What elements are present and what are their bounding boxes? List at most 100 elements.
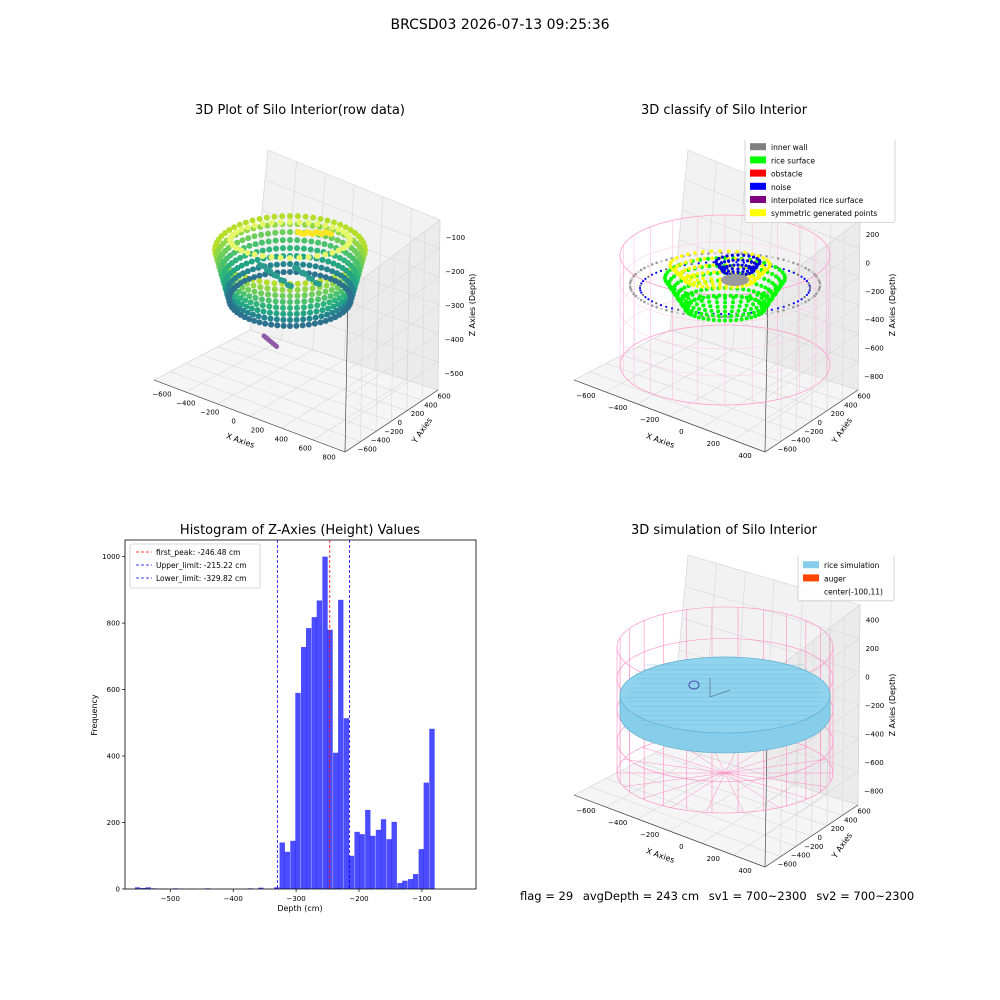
inner-wall-point	[639, 298, 643, 302]
symmetric-point	[711, 283, 715, 287]
inner-wall-point	[817, 288, 821, 291]
rice-surface-point	[777, 267, 782, 272]
raw-point	[237, 254, 244, 261]
classify-plot-title: 3D classify of Silo Interior	[640, 103, 808, 118]
histogram-bar	[397, 883, 403, 889]
z-axis-label: Z Axies (Depth)	[468, 274, 477, 337]
silo-wire	[623, 772, 726, 787]
z-tick-label: −400	[865, 731, 884, 739]
raw-point	[320, 300, 327, 307]
inner-wall-point	[670, 310, 674, 313]
raw-point	[256, 215, 263, 222]
z-tick-label: 0	[865, 673, 869, 681]
noise-point	[782, 268, 785, 271]
raw-point	[321, 294, 328, 301]
noise-point	[757, 258, 761, 262]
x-tick-label: 400	[275, 436, 288, 444]
raw-point	[339, 239, 346, 246]
x-tick-label: −600	[152, 391, 171, 399]
legend-label: first_peak: -246.48 cm	[156, 548, 240, 557]
inner-wall-point	[628, 285, 632, 289]
z-tick-label: −500	[444, 370, 463, 378]
noise-point	[719, 261, 724, 265]
raw-point	[353, 271, 360, 278]
raw-point	[322, 274, 329, 281]
x-tick-label: −600	[576, 807, 595, 815]
inner-wall-point	[796, 304, 800, 307]
noise-point	[644, 277, 647, 280]
inner-wall-point	[655, 261, 658, 265]
plot-legend: silo rice simulation auger center(-100,11)	[797, 555, 895, 602]
symmetric-point	[687, 266, 692, 271]
y-tick-label: −600	[778, 861, 797, 869]
inner-wall-point	[818, 285, 822, 289]
raw-point	[245, 235, 252, 242]
noise-point	[745, 259, 750, 263]
inner-wall-point	[628, 281, 632, 285]
rice-surface-point	[707, 299, 712, 304]
raw-point	[335, 226, 342, 233]
rice-surface-point	[754, 282, 759, 287]
sv2-value: sv2 = 700~2300	[816, 889, 915, 903]
raw-point	[239, 237, 246, 244]
inner-wall-point	[628, 283, 632, 287]
rice-surface-point	[723, 309, 727, 314]
z-tick-label: −800	[864, 788, 883, 796]
raw-point	[261, 314, 268, 321]
inner-wall-point	[727, 315, 730, 319]
raw-point	[287, 261, 293, 267]
raw-point	[293, 310, 300, 317]
raw-point	[271, 213, 278, 220]
symmetric-point	[718, 280, 722, 284]
raw-point	[255, 313, 262, 320]
rice-surface-point	[734, 317, 739, 322]
symmetric-point	[695, 284, 700, 288]
raw-point	[330, 260, 337, 267]
legend-label: inner wall	[771, 143, 808, 152]
axis-line	[764, 289, 769, 453]
status-footer: flag = 29 avgDepth = 243 cm sv1 = 700~23…	[520, 889, 920, 903]
noise-point	[677, 308, 680, 311]
raw-point	[263, 279, 270, 286]
rice-surface-point	[766, 298, 771, 303]
rice-surface-point	[735, 313, 740, 318]
raw-point	[287, 269, 293, 275]
raw-point	[329, 268, 336, 275]
raw-point	[349, 286, 356, 293]
symmetric-point	[679, 262, 683, 266]
rice-surface-point	[738, 299, 743, 304]
inner-wall-point	[682, 312, 685, 316]
raw-point	[296, 254, 303, 261]
raw-point	[251, 317, 258, 324]
inner-wall-point	[740, 252, 743, 255]
histogram-bar	[273, 887, 280, 889]
inner-wall-point	[646, 302, 650, 306]
axis-line	[344, 289, 349, 453]
histogram-bar	[300, 647, 307, 889]
inner-wall-point	[655, 305, 658, 309]
y-tick-label: −600	[358, 446, 377, 454]
raw-point	[252, 294, 259, 301]
noise-point	[747, 254, 751, 258]
inner-wall-point	[632, 292, 635, 296]
raw-point	[248, 305, 255, 312]
noise-point	[720, 312, 723, 316]
raw-point	[279, 237, 286, 244]
rice-surface-point	[723, 314, 727, 318]
raw-point	[327, 242, 334, 249]
histogram-y-label: Frequency	[90, 694, 99, 736]
rice-surface-point	[704, 312, 709, 317]
raw-point	[271, 280, 278, 287]
rice-surface-point	[760, 292, 765, 297]
raw-point	[279, 286, 286, 293]
rice-surface-point	[699, 288, 704, 293]
rice-surface-point	[736, 308, 741, 313]
raw-point	[238, 262, 245, 269]
symmetric-point	[689, 259, 693, 263]
rice-surface-point	[706, 294, 711, 299]
raw-point	[263, 214, 270, 221]
histogram-bar	[316, 600, 323, 889]
symmetric-point	[686, 252, 690, 257]
raw-point	[279, 213, 286, 220]
raw-point	[277, 219, 284, 226]
